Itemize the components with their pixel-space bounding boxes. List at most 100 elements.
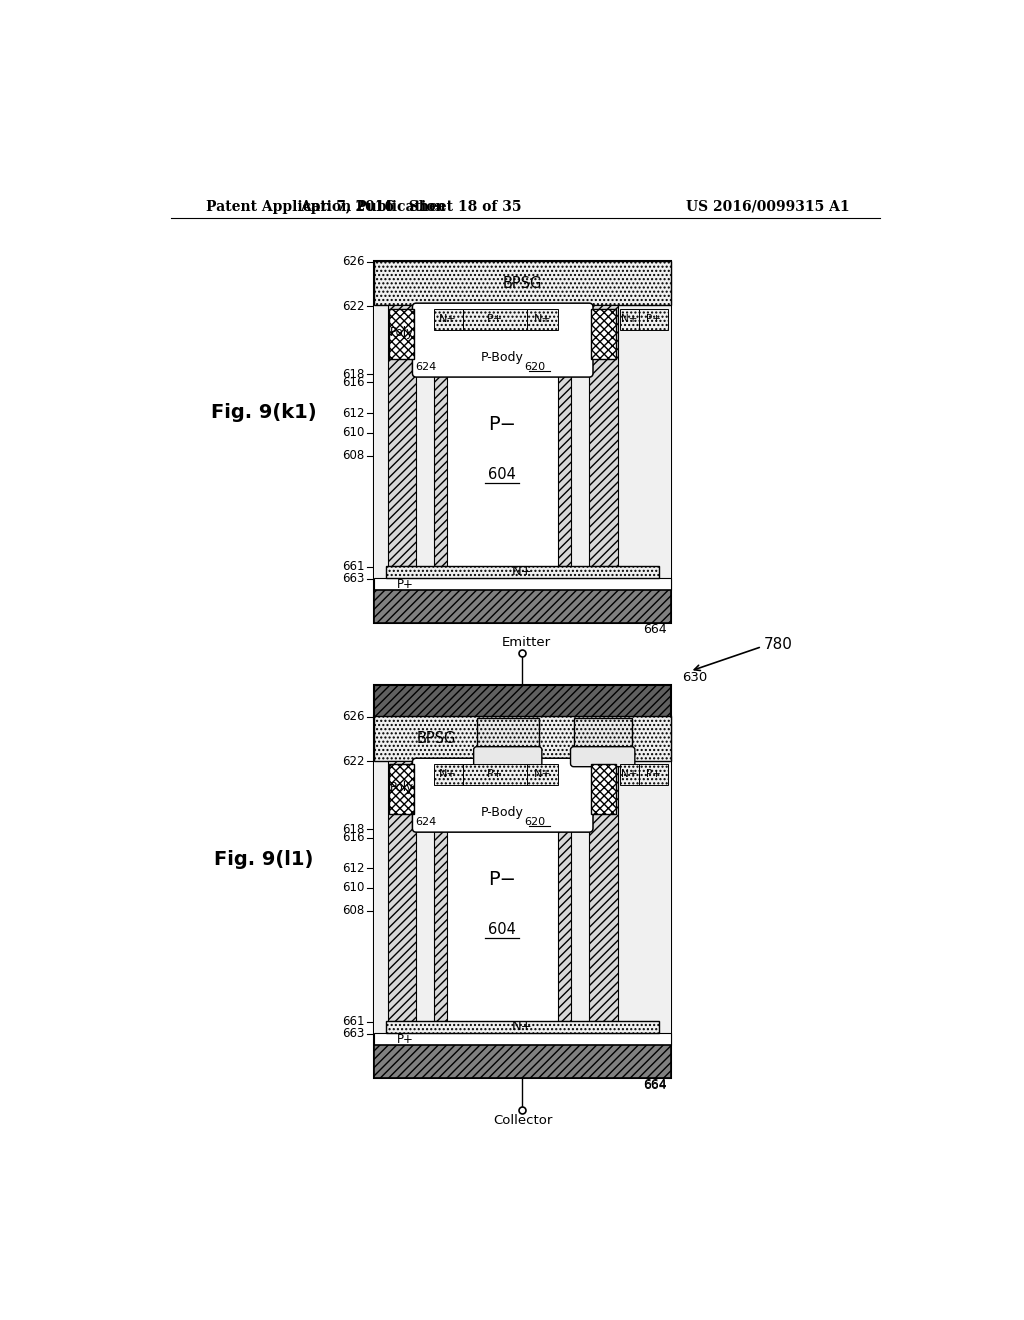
Text: 663: 663 — [342, 573, 365, 585]
Text: P+: P+ — [646, 314, 660, 325]
Text: 604: 604 — [488, 467, 516, 482]
Text: 663: 663 — [342, 1027, 365, 1040]
Bar — [558, 375, 571, 566]
Text: 610: 610 — [342, 880, 365, 894]
Bar — [389, 764, 414, 814]
Bar — [571, 375, 589, 566]
FancyBboxPatch shape — [474, 747, 542, 767]
Bar — [571, 830, 589, 1020]
Bar — [589, 305, 617, 566]
Text: 661: 661 — [342, 1015, 365, 1028]
Bar — [375, 1045, 671, 1077]
Text: Poly: Poly — [389, 781, 414, 795]
Text: P+: P+ — [397, 578, 414, 591]
Text: N+: N+ — [622, 314, 638, 325]
Bar — [621, 763, 639, 785]
Text: N+: N+ — [534, 770, 552, 779]
Bar — [591, 764, 616, 814]
Bar — [417, 375, 434, 566]
Text: BPSG: BPSG — [503, 276, 542, 290]
Text: N+: N+ — [512, 565, 532, 578]
Bar — [463, 763, 527, 785]
FancyBboxPatch shape — [570, 747, 635, 767]
Text: BPSG: BPSG — [417, 731, 457, 746]
Text: 608: 608 — [342, 904, 365, 917]
Text: 612: 612 — [342, 407, 365, 420]
Text: 624: 624 — [415, 362, 436, 372]
Bar — [573, 718, 632, 755]
Text: P-Body: P-Body — [481, 351, 523, 364]
Bar — [375, 305, 388, 590]
Text: 620: 620 — [524, 817, 546, 828]
Text: 616: 616 — [342, 376, 365, 389]
Bar — [639, 309, 669, 330]
Text: P+: P+ — [397, 1032, 414, 1045]
Text: 604: 604 — [488, 923, 516, 937]
Bar — [386, 1020, 658, 1034]
Text: 626: 626 — [342, 710, 365, 723]
Bar — [417, 830, 434, 1020]
Text: 664: 664 — [643, 623, 667, 636]
Bar — [617, 760, 671, 1045]
Text: Patent Application Publication: Patent Application Publication — [206, 199, 445, 214]
Bar — [527, 309, 558, 330]
Bar — [375, 685, 671, 719]
Text: 622: 622 — [342, 300, 365, 313]
Text: Collector: Collector — [493, 1114, 552, 1127]
Text: Fig. 9(l1): Fig. 9(l1) — [214, 850, 313, 869]
Bar — [375, 715, 671, 760]
Text: 780: 780 — [764, 636, 793, 652]
Bar — [527, 763, 558, 785]
Text: P+: P+ — [486, 770, 503, 779]
Bar — [386, 566, 658, 578]
Text: Fig. 9(k1): Fig. 9(k1) — [211, 403, 316, 422]
Bar — [389, 309, 414, 359]
Bar — [375, 261, 671, 305]
Text: 622: 622 — [342, 755, 365, 768]
Text: Apr. 7, 2016   Sheet 18 of 35: Apr. 7, 2016 Sheet 18 of 35 — [300, 199, 521, 214]
Bar — [463, 309, 527, 330]
Text: P−: P− — [488, 416, 516, 434]
Text: 618: 618 — [342, 822, 365, 836]
Text: 618: 618 — [342, 367, 365, 380]
Text: 616: 616 — [342, 832, 365, 843]
Bar — [589, 760, 617, 1020]
Bar — [558, 830, 571, 1020]
Text: P+: P+ — [486, 314, 503, 325]
Text: N+: N+ — [622, 770, 638, 779]
Text: P−: P− — [488, 870, 516, 890]
Text: N+: N+ — [439, 770, 457, 779]
Text: 620: 620 — [524, 362, 546, 372]
Text: US 2016/0099315 A1: US 2016/0099315 A1 — [686, 199, 850, 214]
Bar — [375, 590, 671, 623]
Bar — [388, 760, 417, 1020]
FancyBboxPatch shape — [413, 758, 593, 832]
Text: 630: 630 — [682, 671, 708, 684]
Text: 664: 664 — [643, 1078, 667, 1092]
Bar — [447, 375, 558, 566]
Text: Poly: Poly — [389, 326, 414, 339]
Text: 661: 661 — [342, 560, 365, 573]
Text: 608: 608 — [342, 449, 365, 462]
Text: P-Body: P-Body — [481, 807, 523, 820]
Bar — [434, 763, 463, 785]
Text: 610: 610 — [342, 426, 365, 440]
Bar — [447, 830, 558, 1020]
Bar — [621, 309, 639, 330]
Text: N+: N+ — [439, 314, 457, 325]
Bar — [375, 715, 671, 1077]
Text: N+: N+ — [512, 1020, 532, 1034]
Bar — [639, 763, 669, 785]
Text: Emitter: Emitter — [502, 636, 551, 649]
Bar — [434, 375, 447, 566]
Text: 626: 626 — [342, 255, 365, 268]
Text: 664: 664 — [643, 1078, 667, 1092]
Text: 624: 624 — [415, 817, 436, 828]
Bar — [477, 718, 539, 755]
Bar — [591, 309, 616, 359]
Bar — [388, 305, 417, 566]
Bar — [434, 830, 447, 1020]
Text: N+: N+ — [534, 314, 552, 325]
Text: 612: 612 — [342, 862, 365, 875]
Bar — [434, 309, 463, 330]
